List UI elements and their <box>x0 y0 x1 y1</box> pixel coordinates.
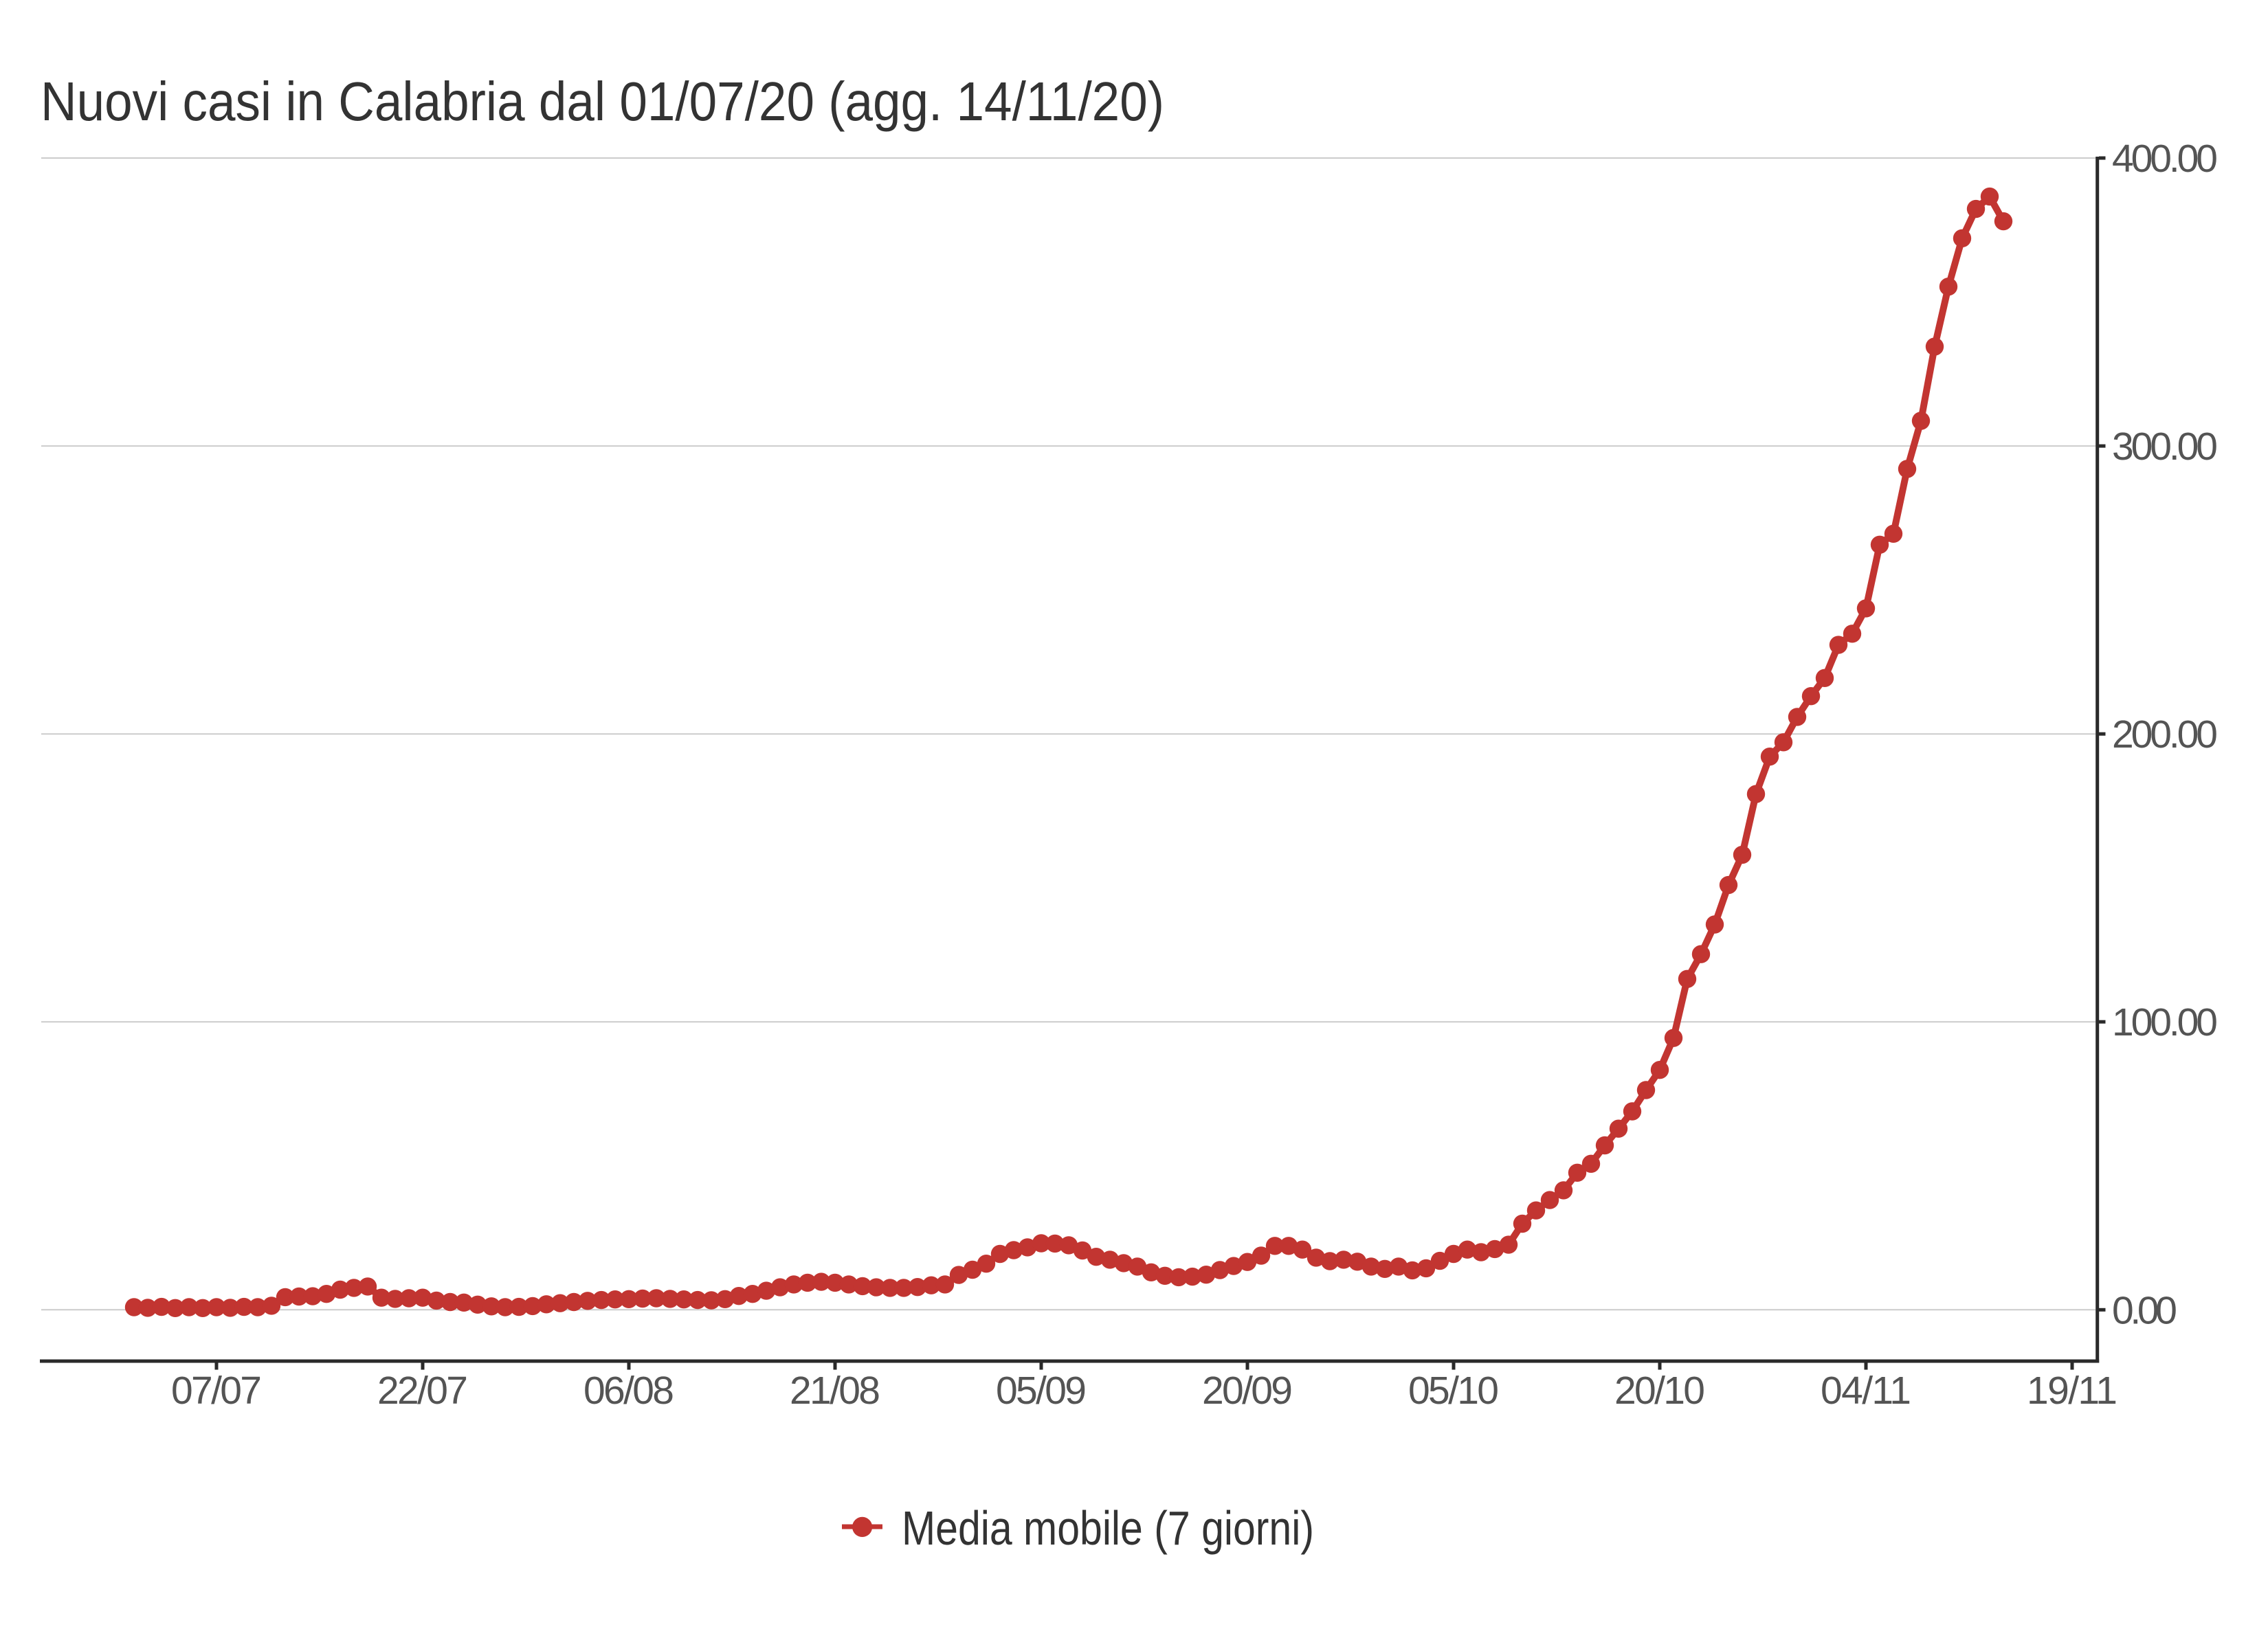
svg-text:20/10: 20/10 <box>1614 1369 1705 1413</box>
svg-text:0.00: 0.00 <box>2112 1288 2177 1332</box>
svg-text:19/11: 19/11 <box>2027 1369 2117 1413</box>
svg-text:400.00: 400.00 <box>2112 137 2218 181</box>
svg-text:Nuovi casi in Calabria dal 01/: Nuovi casi in Calabria dal 01/07/20 (agg… <box>41 71 1164 132</box>
svg-text:05/09: 05/09 <box>996 1369 1087 1413</box>
svg-text:22/07: 22/07 <box>377 1369 468 1413</box>
svg-text:Media mobile (7 giorni): Media mobile (7 giorni) <box>902 1501 1314 1555</box>
svg-text:04/11: 04/11 <box>1821 1369 1911 1413</box>
svg-text:05/10: 05/10 <box>1408 1369 1499 1413</box>
svg-text:200.00: 200.00 <box>2112 713 2218 756</box>
svg-text:07/07: 07/07 <box>171 1369 262 1413</box>
svg-text:20/09: 20/09 <box>1202 1369 1293 1413</box>
svg-text:06/08: 06/08 <box>583 1369 674 1413</box>
svg-text:300.00: 300.00 <box>2112 425 2218 469</box>
svg-text:100.00: 100.00 <box>2112 1000 2218 1044</box>
svg-text:21/08: 21/08 <box>790 1369 880 1413</box>
